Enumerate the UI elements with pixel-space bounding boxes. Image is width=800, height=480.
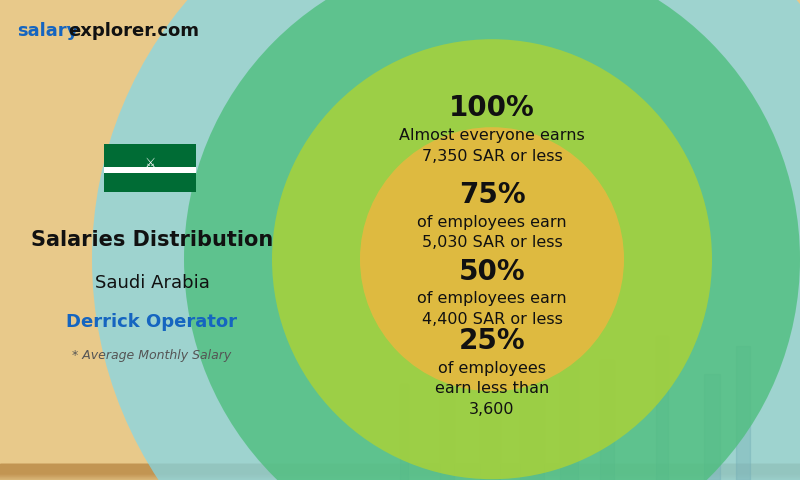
Bar — [0, 465, 800, 472]
Text: explorer.com: explorer.com — [68, 22, 199, 40]
Bar — [0, 469, 800, 477]
Text: 75%: 75% — [458, 181, 526, 209]
Bar — [440, 298, 454, 480]
Text: 25%: 25% — [458, 327, 526, 355]
Bar — [0, 465, 800, 473]
Bar — [0, 467, 800, 475]
Bar — [0, 468, 800, 476]
Bar — [0, 471, 800, 479]
Bar — [400, 384, 408, 480]
Bar — [600, 360, 614, 480]
Bar — [0, 470, 800, 479]
Bar — [0, 467, 800, 475]
Bar — [0, 466, 800, 474]
Bar — [0, 472, 800, 480]
Bar — [0, 471, 800, 479]
Text: * Average Monthly Salary: * Average Monthly Salary — [72, 348, 232, 362]
Ellipse shape — [272, 39, 712, 479]
Bar — [0, 469, 800, 477]
Bar — [0, 467, 800, 474]
Bar — [0, 470, 800, 478]
Bar — [0, 465, 800, 472]
Bar — [0, 472, 800, 480]
Bar — [0, 469, 800, 477]
Bar — [520, 346, 544, 480]
Bar — [0, 466, 800, 474]
Bar — [0, 468, 800, 477]
Bar — [0, 468, 800, 475]
Ellipse shape — [184, 0, 800, 480]
Bar — [0, 469, 800, 477]
Text: 100%: 100% — [449, 95, 535, 122]
Bar — [0, 471, 800, 479]
Bar — [0, 470, 800, 478]
Bar — [0, 470, 800, 479]
Ellipse shape — [92, 0, 800, 480]
Text: Almost everyone earns
7,350 SAR or less: Almost everyone earns 7,350 SAR or less — [399, 128, 585, 164]
Bar — [0, 465, 800, 473]
Bar — [0, 465, 800, 473]
Bar — [104, 167, 196, 173]
Text: 50%: 50% — [458, 258, 526, 286]
Bar — [560, 312, 578, 480]
Bar — [0, 465, 800, 473]
Bar — [0, 468, 800, 476]
Bar — [0, 468, 800, 476]
Bar — [0, 466, 800, 474]
Bar — [0, 466, 800, 474]
Bar — [0, 464, 800, 472]
Bar — [0, 472, 800, 480]
Text: salary: salary — [18, 22, 79, 40]
Bar — [0, 465, 800, 473]
Bar — [0, 466, 800, 474]
Text: of employees
earn less than
3,600: of employees earn less than 3,600 — [435, 361, 549, 417]
Bar — [0, 468, 800, 477]
Bar — [0, 466, 800, 473]
Bar — [0, 470, 800, 478]
Bar — [0, 471, 800, 480]
Text: Saudi Arabia: Saudi Arabia — [94, 274, 210, 292]
Bar — [0, 468, 800, 476]
Bar — [0, 468, 800, 476]
Bar — [0, 471, 800, 479]
Bar — [0, 467, 800, 475]
Bar — [0, 468, 800, 476]
Ellipse shape — [360, 127, 624, 391]
Text: of employees earn
5,030 SAR or less: of employees earn 5,030 SAR or less — [417, 215, 567, 250]
Bar — [0, 469, 800, 478]
Bar — [0, 469, 800, 478]
Bar — [0, 470, 800, 478]
Bar — [0, 468, 800, 476]
Bar — [0, 471, 800, 479]
Bar — [0, 467, 800, 475]
Bar — [0, 464, 800, 472]
Bar — [0, 470, 800, 478]
Text: Salaries Distribution: Salaries Distribution — [31, 230, 273, 250]
Bar — [0, 467, 800, 475]
Bar — [0, 471, 800, 480]
Bar — [704, 374, 720, 480]
Bar — [736, 346, 750, 480]
Bar — [0, 468, 800, 476]
Bar — [480, 326, 500, 480]
Bar — [0, 465, 800, 473]
Text: ⚔: ⚔ — [144, 156, 156, 170]
Bar — [0, 467, 800, 475]
Text: of employees earn
4,400 SAR or less: of employees earn 4,400 SAR or less — [417, 291, 567, 327]
Bar — [0, 469, 800, 477]
Bar — [0, 466, 800, 474]
Bar — [0, 471, 800, 480]
Bar — [656, 336, 668, 480]
FancyBboxPatch shape — [104, 144, 196, 192]
Text: Derrick Operator: Derrick Operator — [66, 312, 238, 331]
